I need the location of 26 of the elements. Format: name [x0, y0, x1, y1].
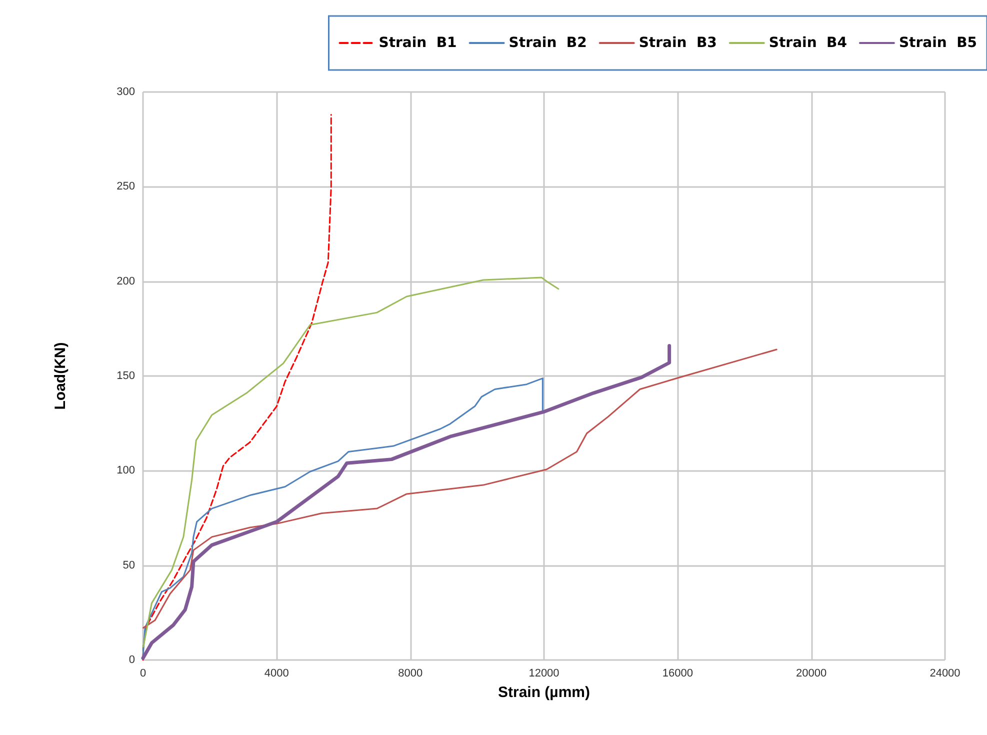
legend-label: Strain B2 — [508, 35, 587, 51]
legend-label: Strain B4 — [768, 35, 848, 51]
x-tick-label: 4000 — [264, 668, 289, 680]
y-tick-label: 100 — [116, 464, 135, 477]
x-tick-label: 12000 — [528, 668, 560, 680]
y-tick-label: 0 — [128, 654, 135, 666]
line-series — [142, 378, 544, 657]
legend-label: Strain B5 — [898, 35, 978, 51]
x-tick-label: 8000 — [398, 668, 423, 680]
legend-label: Strain B3 — [638, 35, 717, 51]
x-axis-title: Strain (µmm) — [498, 684, 590, 701]
y-tick-label: 300 — [116, 86, 135, 98]
x-tick-label: 0 — [140, 668, 146, 680]
y-tick-label: 250 — [116, 180, 135, 193]
x-tick-label: 16000 — [662, 668, 693, 680]
line-series — [142, 114, 332, 661]
line-series — [141, 344, 672, 660]
x-tick-label: 20000 — [796, 668, 827, 680]
line-series — [142, 348, 778, 629]
y-tick-label: 50 — [122, 559, 135, 572]
y-tick-label: 200 — [116, 275, 135, 288]
y-axis-title: Load(KN) — [52, 342, 69, 410]
y-tick-label: 150 — [116, 370, 135, 382]
x-tick-label: 24000 — [930, 668, 960, 680]
line-series — [142, 276, 560, 648]
legend-label: Strain B1 — [378, 35, 457, 51]
